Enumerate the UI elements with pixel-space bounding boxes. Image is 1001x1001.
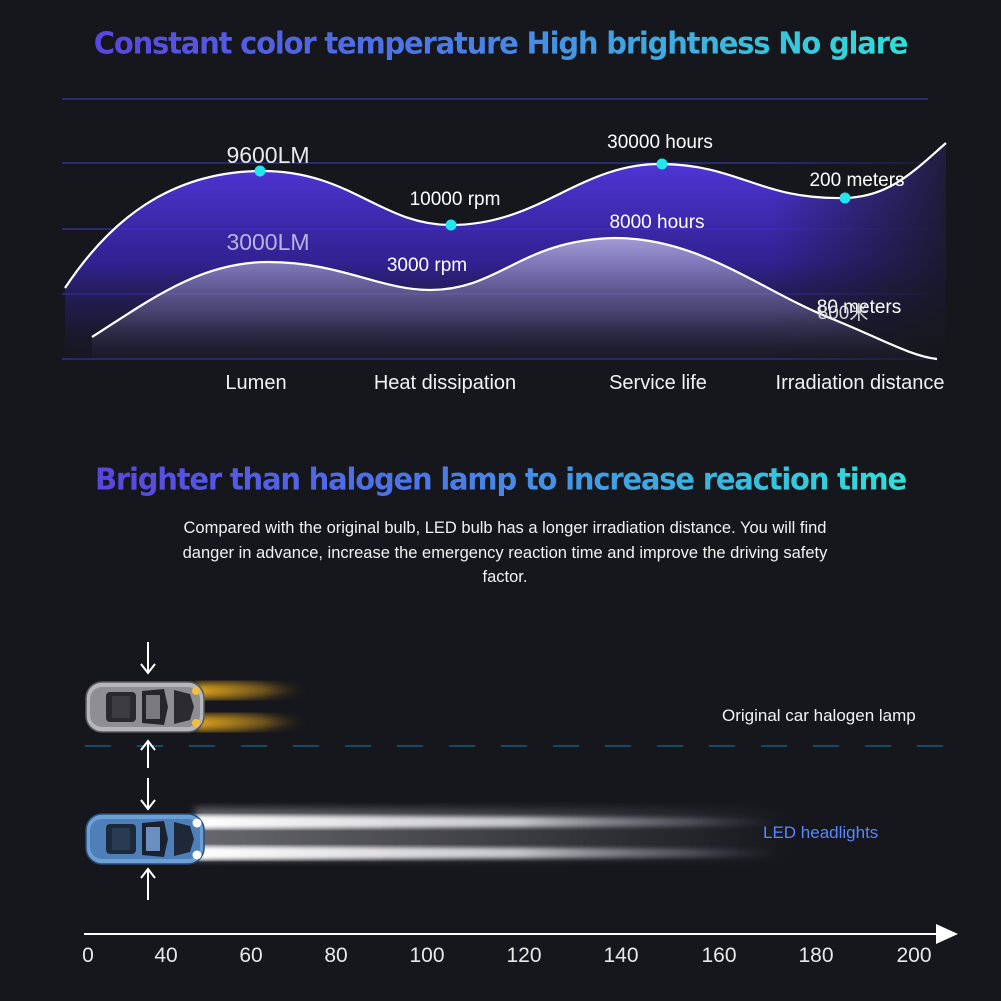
axis-tick-label: 100 xyxy=(409,944,445,967)
halogen-beam xyxy=(195,714,310,731)
halogen-car xyxy=(85,681,205,733)
distance-axis xyxy=(84,924,958,944)
headlight-comparison-scene xyxy=(84,642,958,944)
axis-arrow-icon xyxy=(936,924,958,944)
led-beam xyxy=(195,846,780,860)
lower-lumen-label: 3000LM xyxy=(226,229,310,255)
data-point-marker xyxy=(254,165,266,177)
headline-reaction-text: Brighter than halogen lamp to increase r… xyxy=(94,461,907,497)
halogen-beam xyxy=(195,682,310,699)
lower-life-label: 8000 hours xyxy=(609,212,705,233)
upper-lumen-label: 9600LM xyxy=(226,142,310,168)
category-label: Service life xyxy=(609,372,707,394)
description-text: Compared with the original bulb, LED bul… xyxy=(182,519,828,586)
lower-distance-label: 80 meters xyxy=(816,297,902,318)
arrow-down-icon xyxy=(140,778,156,811)
upper-life-label: 30000 hours xyxy=(607,132,713,153)
axis-tick-label: 120 xyxy=(506,944,542,967)
data-point-marker xyxy=(656,158,668,170)
axis-tick-label: 200 xyxy=(896,944,932,967)
led-beam xyxy=(195,815,780,829)
lower-series-area xyxy=(92,238,937,360)
overlap-label: 800米 xyxy=(817,303,869,324)
headline-features: Constant color temperature High brightne… xyxy=(0,25,1001,61)
arrow-up-icon xyxy=(140,739,156,768)
category-label: Irradiation distance xyxy=(775,372,945,394)
led-car xyxy=(85,813,205,865)
arrow-up-icon xyxy=(140,867,156,900)
category-label: Heat dissipation xyxy=(373,372,517,394)
axis-tick-label: 160 xyxy=(701,944,737,967)
halogen-lamp-label: Original car halogen lamp xyxy=(722,706,916,725)
axis-tick-label: 80 xyxy=(324,944,348,967)
axis-tick-label: 40 xyxy=(154,944,178,967)
led-headlights-label: LED headlights xyxy=(763,823,879,842)
data-point-marker xyxy=(839,192,851,204)
upper-distance-label: 200 meters xyxy=(809,170,905,191)
halogen-beams xyxy=(195,682,310,731)
axis-tick-label: 0 xyxy=(82,944,94,967)
led-beams xyxy=(195,808,795,860)
lower-heat-label: 3000 rpm xyxy=(386,255,468,276)
upper-heat-label: 10000 rpm xyxy=(409,189,501,210)
comparison-chart xyxy=(60,98,950,362)
arrow-down-icon xyxy=(140,642,156,675)
width-arrows xyxy=(140,642,156,900)
axis-tick-label: 140 xyxy=(603,944,639,967)
axis-tick-label: 180 xyxy=(798,944,834,967)
headline-features-text: Constant color temperature High brightne… xyxy=(93,25,909,61)
headline-reaction-time: Brighter than halogen lamp to increase r… xyxy=(0,461,1001,497)
data-point-marker xyxy=(445,219,457,231)
category-label: Lumen xyxy=(225,372,287,394)
axis-tick-label: 60 xyxy=(239,944,263,967)
lower-series-line xyxy=(91,236,938,361)
